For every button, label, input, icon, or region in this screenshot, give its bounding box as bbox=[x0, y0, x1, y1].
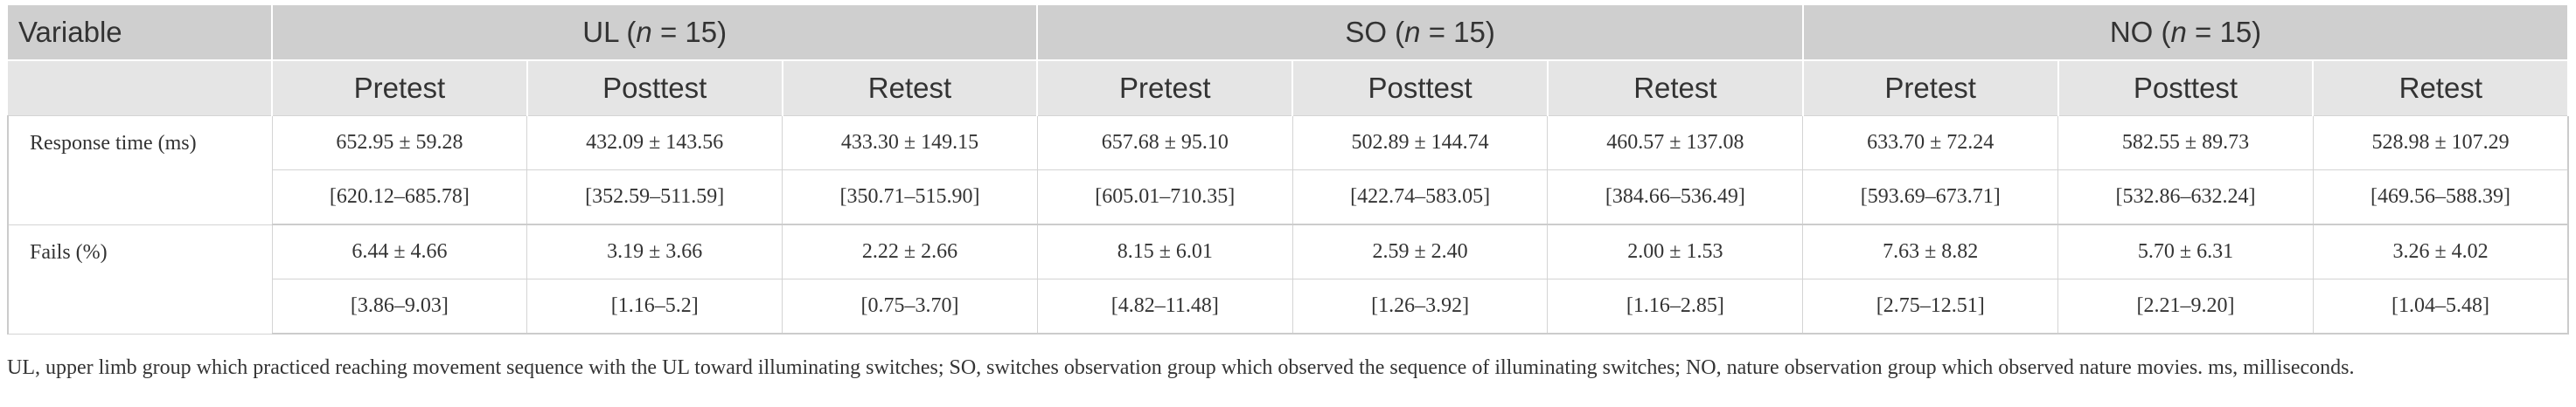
variable-header: Variable bbox=[8, 5, 273, 60]
mean-cell: 502.89 ± 144.74 bbox=[1291, 115, 1549, 170]
data-table: Variable UL (n = 15) SO (n = 15) NO (n = 15… bbox=[7, 5, 2570, 335]
table-header: Variable UL (n = 15) SO (n = 15) NO (n = 15… bbox=[8, 5, 2570, 116]
group-name-part: UL ( bbox=[582, 16, 637, 48]
ci-cell: [2.75–12.51] bbox=[1802, 279, 2059, 335]
group-name-part: = 15) bbox=[1420, 16, 1495, 48]
mean-cell: 8.15 ± 6.01 bbox=[1036, 224, 1293, 279]
ci-cell: [350.71–515.90] bbox=[782, 169, 1038, 225]
footnote: UL, upper limb group which practiced rea… bbox=[7, 356, 2355, 379]
ci-cell: [2.21–9.20] bbox=[2057, 279, 2314, 335]
ci-cell: [1.16–2.85] bbox=[1547, 279, 1804, 335]
mean-cell: 528.98 ± 107.29 bbox=[2312, 115, 2570, 170]
row-label: Fails (%) bbox=[7, 224, 273, 335]
group-header: NO (n = 15) bbox=[1802, 5, 2570, 60]
mean-cell: 2.59 ± 2.40 bbox=[1291, 224, 1549, 279]
table-container: Variable UL (n = 15) SO (n = 15) NO (n = 15… bbox=[7, 5, 2570, 387]
ci-cell: [469.56–588.39] bbox=[2312, 169, 2570, 225]
mean-cell: 433.30 ± 149.15 bbox=[782, 115, 1038, 170]
subheader: Pretest bbox=[272, 59, 528, 116]
group-name-part: n bbox=[636, 16, 652, 48]
ci-row: [620.12–685.78] [352.59–511.59] [350.71–51… bbox=[8, 169, 2570, 225]
group-header: SO (n = 15) bbox=[1037, 5, 1804, 60]
mean-cell: 432.09 ± 143.56 bbox=[526, 115, 783, 170]
group-name-part: SO ( bbox=[1345, 16, 1405, 48]
ci-cell: [605.01–710.35] bbox=[1036, 169, 1293, 225]
subheader: Posttest bbox=[2057, 59, 2315, 116]
mean-cell: 7.63 ± 8.82 bbox=[1802, 224, 2059, 279]
mean-cell: 3.19 ± 3.66 bbox=[526, 224, 783, 279]
subheader: Pretest bbox=[1037, 59, 1294, 116]
ci-cell: [3.86–9.03] bbox=[271, 279, 528, 335]
mean-cell: 657.68 ± 95.10 bbox=[1036, 115, 1293, 170]
mean-cell: 460.57 ± 137.08 bbox=[1547, 115, 1804, 170]
ci-cell: [620.12–685.78] bbox=[271, 169, 528, 225]
mean-cell: 2.22 ± 2.66 bbox=[782, 224, 1038, 279]
mean-cell: 6.44 ± 4.66 bbox=[271, 224, 528, 279]
ci-cell: [593.69–673.71] bbox=[1802, 169, 2059, 225]
ci-cell: [4.82–11.48] bbox=[1036, 279, 1293, 335]
ci-cell: [1.16–5.2] bbox=[526, 279, 783, 335]
mean-cell: 652.95 ± 59.28 bbox=[271, 115, 528, 170]
ci-cell: [0.75–3.70] bbox=[782, 279, 1038, 335]
group-name-part: = 15) bbox=[2186, 16, 2262, 48]
mean-cell: 3.26 ± 4.02 bbox=[2312, 224, 2570, 279]
ci-cell: [352.59–511.59] bbox=[526, 169, 783, 225]
mean-cell: 2.00 ± 1.53 bbox=[1547, 224, 1804, 279]
group-header: UL (n = 15) bbox=[272, 5, 1039, 60]
subheader: Posttest bbox=[526, 59, 783, 116]
mean-cell: 582.55 ± 89.73 bbox=[2057, 115, 2314, 170]
group-name-part: n bbox=[1404, 16, 1421, 48]
mean-cell: 633.70 ± 72.24 bbox=[1802, 115, 2059, 170]
empty-header bbox=[8, 59, 273, 116]
subheader: Retest bbox=[2313, 59, 2570, 116]
ci-cell: [384.66–536.49] bbox=[1547, 169, 1804, 225]
mean-cell: 5.70 ± 6.31 bbox=[2057, 224, 2314, 279]
ci-cell: [422.74–583.05] bbox=[1291, 169, 1549, 225]
group-name-part: NO ( bbox=[2109, 16, 2171, 48]
mean-row: Response time (ms) 652.95 ± 59.28 432.09 ±… bbox=[7, 115, 2570, 225]
row-label: Response time (ms) bbox=[7, 115, 273, 225]
mean-row: Fails (%) 6.44 ± 4.66 3.19 ± 3.66 2.22 ± 2.… bbox=[7, 224, 2570, 335]
ci-cell: [532.86–632.24] bbox=[2057, 169, 2314, 225]
table-body: Response time (ms) 652.95 ± 59.28 432.09 ±… bbox=[7, 115, 2570, 335]
group-name-part: n bbox=[2170, 16, 2187, 48]
header-row: Variable UL (n = 15) SO (n = 15) NO (n = 15… bbox=[8, 5, 2570, 60]
subheader-row: Pretest Posttest Retest Pretest Posttest Rete… bbox=[8, 59, 2570, 116]
ci-cell: [1.04–5.48] bbox=[2312, 279, 2570, 335]
group-name-part: = 15) bbox=[651, 16, 728, 48]
subheader: Pretest bbox=[1802, 59, 2059, 116]
subheader: Retest bbox=[1547, 59, 1804, 116]
ci-row: [3.86–9.03] [1.16–5.2] [0.75–3.70] [4.82–11… bbox=[8, 279, 2570, 335]
subheader: Posttest bbox=[1292, 59, 1549, 116]
ci-cell: [1.26–3.92] bbox=[1291, 279, 1549, 335]
subheader: Retest bbox=[782, 59, 1039, 116]
